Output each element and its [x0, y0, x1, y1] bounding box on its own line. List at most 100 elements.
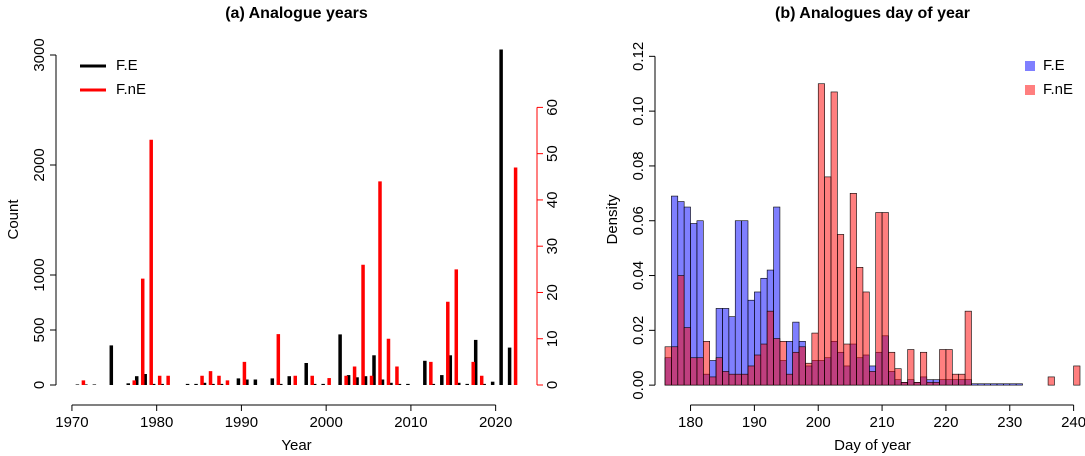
x-tick-label: 2020: [479, 414, 512, 431]
histogram-bar: [996, 383, 1004, 386]
y-tick-label: 2000: [31, 148, 48, 181]
legend-swatch: [1025, 61, 1035, 71]
histogram-bar: [690, 357, 698, 386]
histogram-bar: [786, 373, 793, 386]
histogram-bar: [754, 354, 762, 386]
y-tick-label: 0.08: [630, 151, 647, 180]
histogram-bar: [1009, 383, 1017, 386]
histogram-bar: [971, 383, 979, 386]
histogram-bar: [741, 220, 749, 386]
histogram-bar: [734, 373, 742, 386]
x-tick-label: 210: [870, 414, 895, 431]
y-tick-label: 0.06: [630, 206, 647, 235]
y-tick-label: 40: [544, 192, 561, 209]
histogram-bar: [817, 83, 825, 386]
legend-label: F.nE: [116, 81, 146, 98]
histogram-bar: [709, 376, 717, 386]
histogram-bar: [824, 176, 832, 386]
histogram-bar: [722, 371, 730, 386]
histogram-bar: [766, 310, 774, 386]
histogram-bar: [1047, 376, 1055, 386]
histogram-bar: [849, 193, 857, 386]
histogram-bar: [696, 357, 704, 386]
histogram-bar: [856, 267, 864, 386]
histogram-bar: [843, 343, 851, 386]
x-tick-label: 230: [997, 414, 1022, 431]
y-axis-title: Count: [5, 199, 22, 240]
histogram-bar: [990, 383, 998, 386]
y-tick-label: 0: [544, 381, 561, 389]
histogram-bar: [792, 351, 800, 386]
histogram-bar: [779, 340, 787, 386]
histogram-bar: [945, 349, 953, 386]
histogram-bar: [913, 382, 921, 386]
x-tick-label: 2010: [394, 414, 427, 431]
histogram-bar: [741, 373, 749, 386]
histogram-bar: [964, 310, 972, 386]
y-tick-label: 1000: [31, 258, 48, 291]
x-axis-title: Day of year: [834, 437, 911, 454]
x-tick-label: 1990: [225, 414, 258, 431]
histogram-bar: [747, 365, 755, 386]
y-tick-label: 20: [544, 284, 561, 301]
histogram-bar: [683, 327, 691, 386]
x-tick-label: 1970: [55, 414, 88, 431]
histogram-bar: [926, 382, 934, 386]
histogram-bar: [734, 220, 742, 386]
y-tick-label: 50: [544, 145, 561, 162]
histogram-bar: [830, 91, 838, 386]
y-tick-label: 60: [544, 99, 561, 116]
y-tick-label: 0.12: [630, 42, 647, 71]
histogram-bar: [728, 373, 736, 386]
histogram-bar: [1003, 383, 1011, 386]
y-tick-label: 0.02: [630, 316, 647, 345]
legend-swatch: [1025, 85, 1035, 95]
histogram-bar: [760, 343, 768, 386]
y-tick-label: 0.10: [630, 97, 647, 126]
x-tick-label: 240: [1061, 414, 1085, 431]
legend-label: F.nE: [1043, 81, 1073, 98]
y-tick-label: 10: [544, 330, 561, 347]
legend-label: F.E: [1043, 57, 1065, 74]
histogram-bar: [773, 338, 781, 386]
histogram-bar: [958, 373, 966, 386]
histogram-bar: [952, 373, 959, 386]
histogram-bar: [900, 382, 908, 386]
histogram-bar: [939, 349, 947, 386]
histogram-bar: [977, 383, 985, 386]
y-tick-label: 3000: [31, 38, 48, 71]
histogram-bar: [671, 346, 679, 386]
x-tick-label: 200: [806, 414, 831, 431]
histogram-bar: [1073, 365, 1081, 386]
histogram-bar: [888, 351, 896, 386]
histogram-bar: [983, 383, 991, 386]
x-axis-title: Year: [281, 437, 311, 454]
histogram-bar: [798, 346, 806, 386]
histogram-bar: [920, 351, 928, 386]
histogram-bar: [677, 275, 685, 386]
x-tick-label: 190: [742, 414, 767, 431]
chart-title: (b) Analogues day of year: [775, 5, 970, 22]
x-tick-label: 1980: [140, 414, 173, 431]
histogram-bar: [875, 212, 883, 386]
histogram-bar: [907, 349, 915, 386]
y-axis-title: Density: [604, 194, 621, 245]
histogram-bar: [862, 291, 870, 386]
histogram-bar: [715, 357, 723, 386]
histogram-bar: [805, 362, 813, 386]
chart-title: (a) Analogue years: [225, 5, 368, 22]
histogram-bar: [894, 368, 902, 386]
y-tick-label: 0.04: [630, 261, 647, 290]
legend-label: F.E: [116, 57, 138, 74]
y-tick-label: 30: [544, 238, 561, 255]
histogram-bar: [932, 382, 940, 386]
histogram-bar: [664, 346, 672, 386]
histogram-bar: [1015, 383, 1023, 386]
x-tick-label: 180: [678, 414, 703, 431]
histogram-bar: [703, 340, 710, 386]
y-tick-label: 500: [31, 317, 48, 342]
y-tick-label: 0.00: [630, 371, 647, 400]
histogram-bar: [811, 332, 819, 386]
